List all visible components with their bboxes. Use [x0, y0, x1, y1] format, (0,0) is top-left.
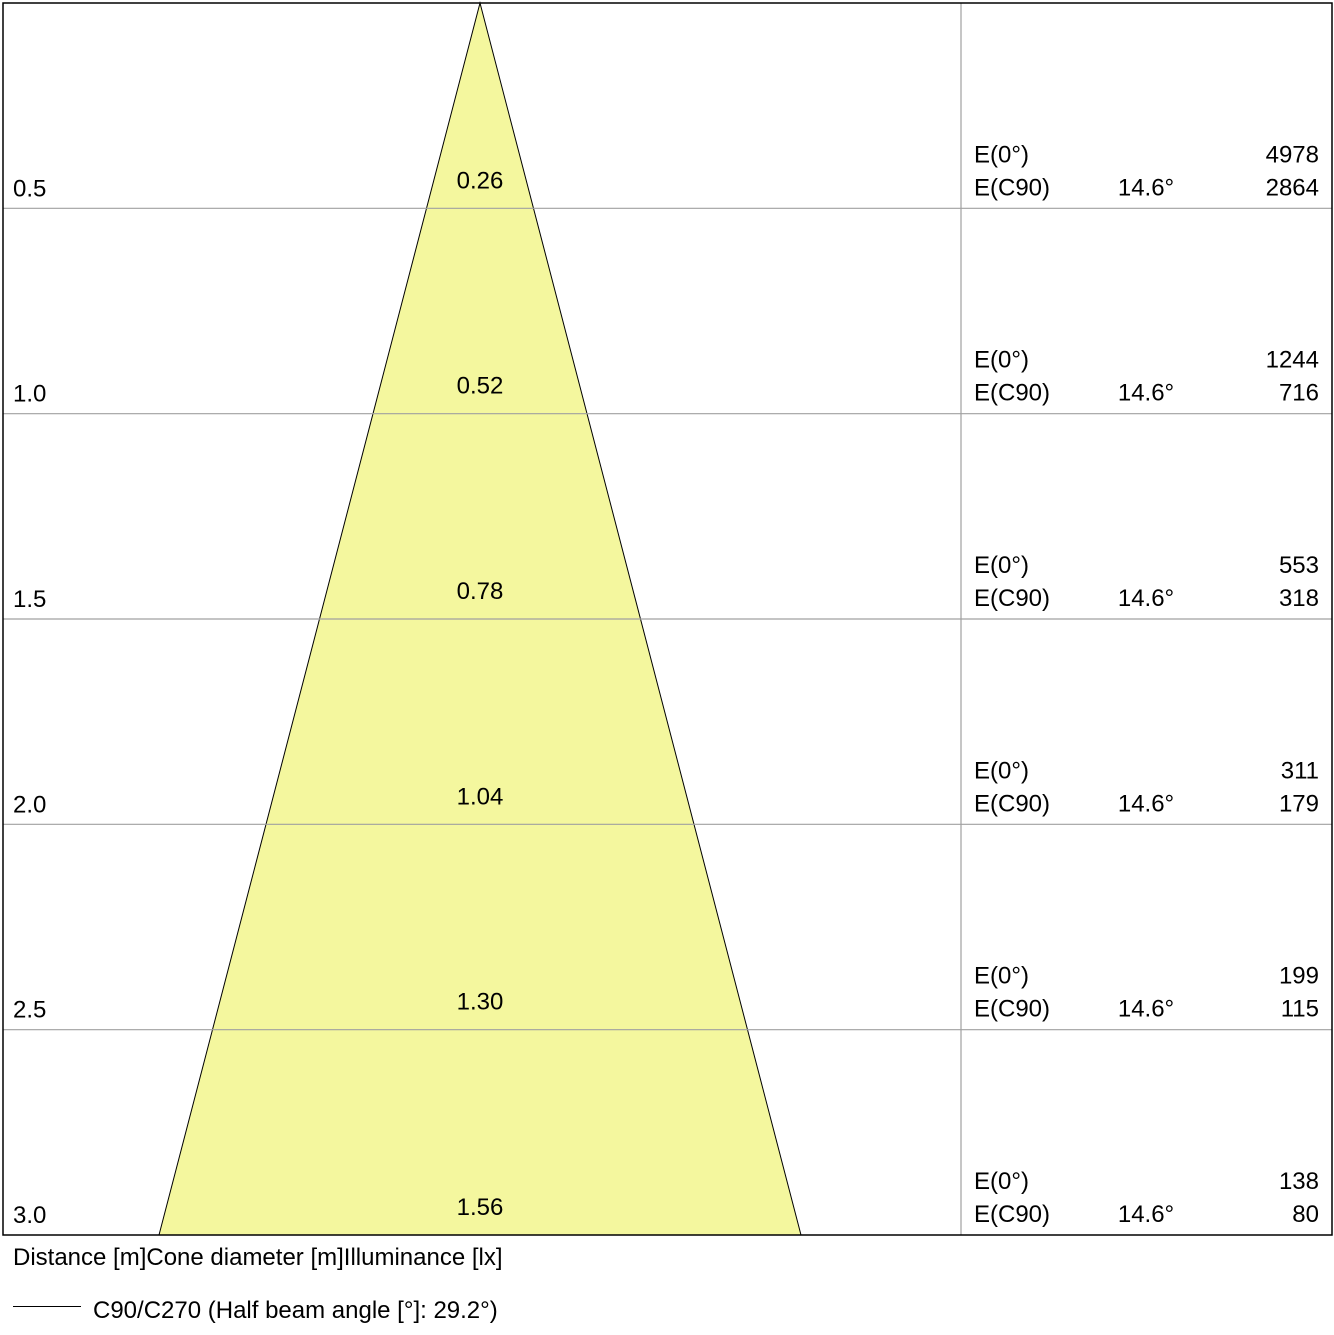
illuminance-e0-label: E(0°): [974, 757, 1029, 784]
distance-label: 3.0: [13, 1202, 46, 1229]
cone-diameter-label: 1.04: [457, 783, 504, 810]
illuminance-ec90-label: E(C90): [974, 996, 1050, 1023]
illuminance-ec90-label: E(C90): [974, 790, 1050, 817]
illuminance-e0-label: E(0°): [974, 963, 1029, 990]
chart-frame: [2, 2, 1333, 1236]
distance-label: 1.5: [13, 586, 46, 613]
distance-label: 0.5: [13, 175, 46, 202]
illuminance-e0-label: E(0°): [974, 552, 1029, 579]
legend-line-swatch: [13, 1306, 81, 1307]
distance-label: 2.0: [13, 791, 46, 818]
illuminance-e0-value: 311: [1281, 757, 1319, 784]
cone-diameter-label: 0.52: [457, 373, 504, 400]
half-angle-label: 14.6°: [1118, 174, 1174, 201]
illuminance-e0-label: E(0°): [974, 347, 1029, 374]
illuminance-e0-label: E(0°): [974, 1168, 1029, 1195]
illuminance-e0-value: 553: [1279, 552, 1319, 579]
half-angle-label: 14.6°: [1118, 380, 1174, 407]
half-angle-label: 14.6°: [1118, 996, 1174, 1023]
half-angle-label: 14.6°: [1118, 585, 1174, 612]
illuminance-ec90-label: E(C90): [974, 1201, 1050, 1228]
cone-diameter-label: 1.56: [457, 1194, 504, 1221]
half-angle-label: 14.6°: [1118, 1201, 1174, 1228]
cone-diameter-label: 1.30: [457, 989, 504, 1016]
illuminance-e0-label: E(0°): [974, 141, 1029, 168]
illuminance-ec90-value: 179: [1279, 790, 1319, 817]
illuminance-ec90-value: 2864: [1266, 174, 1319, 201]
cone-chart: 0.5 0.26 E(0°) 4978 E(C90) 14.6° 2864 1.0 0.52 E(…: [2, 1, 1333, 1236]
illuminance-ec90-value: 80: [1292, 1201, 1319, 1228]
illuminance-e0-value: 138: [1279, 1168, 1319, 1195]
distance-label: 1.0: [13, 381, 46, 408]
distance-label: 2.5: [13, 997, 46, 1024]
cone-diameter-label: 0.26: [457, 167, 504, 194]
illuminance-e0-value: 1244: [1266, 347, 1319, 374]
cone-diameter-label: 0.78: [457, 578, 504, 605]
illuminance-ec90-value: 716: [1279, 380, 1319, 407]
legend-label: C90/C270 (Half beam angle [°]: 29.2°): [93, 1297, 498, 1324]
illuminance-ec90-label: E(C90): [974, 380, 1050, 407]
illuminance-ec90-value: 115: [1281, 996, 1319, 1023]
axis-caption: Distance [m]Cone diameter [m]Illuminance…: [13, 1244, 503, 1271]
illuminance-ec90-value: 318: [1279, 585, 1319, 612]
illuminance-ec90-label: E(C90): [974, 585, 1050, 612]
illuminance-ec90-label: E(C90): [974, 174, 1050, 201]
illuminance-e0-value: 199: [1279, 963, 1319, 990]
illuminance-e0-value: 4978: [1266, 141, 1319, 168]
half-angle-label: 14.6°: [1118, 790, 1174, 817]
